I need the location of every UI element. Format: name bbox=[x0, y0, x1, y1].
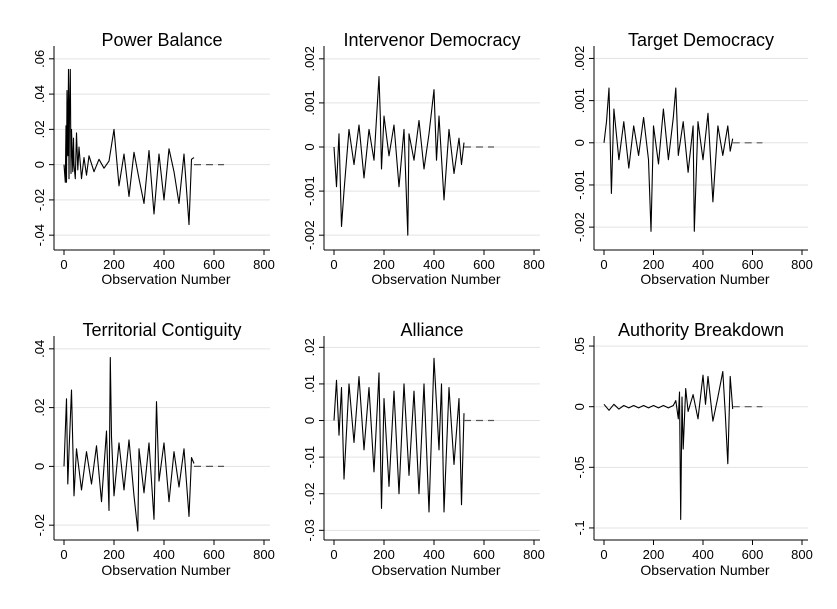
y-tick-label: 0 bbox=[302, 143, 317, 150]
x-axis-label: Observation Number bbox=[101, 271, 231, 287]
series-line bbox=[63, 68, 195, 226]
y-tick-label: .04 bbox=[32, 85, 47, 103]
y-tick-label: -.1 bbox=[572, 520, 587, 535]
x-tick-label: 600 bbox=[742, 547, 764, 562]
y-tick-label: -.02 bbox=[32, 189, 47, 211]
chart-title: Territorial Contiguity bbox=[82, 320, 241, 340]
y-tick-label: .02 bbox=[32, 120, 47, 138]
x-tick-label: 200 bbox=[373, 257, 395, 272]
y-tick-label: -.02 bbox=[302, 483, 317, 505]
x-axis-label: Observation Number bbox=[371, 562, 501, 578]
series-line bbox=[333, 357, 465, 513]
x-tick-label: 600 bbox=[473, 257, 495, 272]
y-tick-label: 0 bbox=[32, 161, 47, 168]
x-axis-label: Observation Number bbox=[371, 271, 501, 287]
series-line bbox=[333, 75, 465, 236]
x-tick-label: 800 bbox=[791, 257, 813, 272]
chart-title: Authority Breakdown bbox=[618, 320, 784, 340]
y-tick-label: .001 bbox=[572, 88, 587, 113]
y-tick-label: -.002 bbox=[572, 212, 587, 242]
y-tick-label: .02 bbox=[302, 338, 317, 356]
y-tick-label: 0 bbox=[572, 403, 587, 410]
chart-panel: Authority Breakdown -.1 -.05 0 .05 0 200 400 600… bbox=[572, 320, 813, 578]
x-tick-label: 200 bbox=[643, 547, 665, 562]
x-tick-label: 200 bbox=[103, 257, 125, 272]
x-tick-label: 400 bbox=[153, 257, 175, 272]
x-axis-label: Observation Number bbox=[640, 562, 770, 578]
x-tick-label: 600 bbox=[742, 257, 764, 272]
y-tick-label: 0 bbox=[32, 463, 47, 470]
y-tick-label: .002 bbox=[302, 46, 317, 71]
y-tick-label: .001 bbox=[302, 90, 317, 115]
x-tick-label: 600 bbox=[473, 547, 495, 562]
y-tick-label: -.001 bbox=[302, 176, 317, 206]
x-tick-label: 0 bbox=[600, 547, 607, 562]
chart-title: Target Democracy bbox=[628, 30, 774, 50]
x-tick-label: 800 bbox=[253, 547, 275, 562]
y-tick-label: -.02 bbox=[32, 514, 47, 536]
y-tick-label: 0 bbox=[302, 417, 317, 424]
x-tick-label: 400 bbox=[153, 547, 175, 562]
chart-panel: Alliance -.03 -.02 -.01 0 .01 .02 0 200 400 600 800… bbox=[302, 320, 545, 578]
x-tick-label: 200 bbox=[103, 547, 125, 562]
x-tick-label: 800 bbox=[791, 547, 813, 562]
x-tick-label: 400 bbox=[692, 547, 714, 562]
x-tick-label: 800 bbox=[253, 257, 275, 272]
y-tick-label: -.04 bbox=[32, 224, 47, 246]
y-tick-label: .05 bbox=[572, 337, 587, 355]
y-tick-label: -.002 bbox=[302, 220, 317, 250]
x-tick-label: 200 bbox=[643, 257, 665, 272]
series-line bbox=[63, 357, 195, 532]
y-tick-label: .02 bbox=[32, 399, 47, 417]
x-tick-label: 0 bbox=[330, 257, 337, 272]
chart-panel: Power Balance -.04 -.02 0 .02 .04 .06 0 200 400 60… bbox=[32, 30, 275, 287]
chart-panel: Target Democracy -.002 -.001 0 .001 .002 0 200 4… bbox=[572, 30, 813, 287]
series-line bbox=[603, 87, 734, 232]
x-tick-label: 0 bbox=[600, 257, 607, 272]
x-tick-label: 400 bbox=[423, 547, 445, 562]
chart-title: Intervenor Democracy bbox=[343, 30, 520, 50]
y-tick-label: -.05 bbox=[572, 456, 587, 478]
y-tick-label: -.01 bbox=[302, 446, 317, 468]
y-tick-label: .06 bbox=[32, 50, 47, 68]
x-tick-label: 400 bbox=[423, 257, 445, 272]
chart-panel: Territorial Contiguity -.02 0 .02 .04 0 200 400… bbox=[32, 320, 275, 578]
y-tick-label: .01 bbox=[302, 375, 317, 393]
x-tick-label: 600 bbox=[203, 257, 225, 272]
x-tick-label: 0 bbox=[330, 547, 337, 562]
chart-panel: Intervenor Democracy -.002 -.001 0 .001 .002 0… bbox=[302, 30, 545, 287]
x-tick-label: 800 bbox=[523, 547, 545, 562]
series-line bbox=[603, 370, 734, 521]
x-tick-label: 600 bbox=[203, 547, 225, 562]
x-tick-label: 0 bbox=[60, 257, 67, 272]
x-tick-label: 200 bbox=[373, 547, 395, 562]
y-tick-label: 0 bbox=[572, 139, 587, 146]
chart-title: Alliance bbox=[400, 320, 463, 340]
x-tick-label: 0 bbox=[60, 547, 67, 562]
x-tick-label: 800 bbox=[523, 257, 545, 272]
x-tick-label: 400 bbox=[692, 257, 714, 272]
x-axis-label: Observation Number bbox=[640, 271, 770, 287]
y-tick-label: .002 bbox=[572, 46, 587, 71]
y-tick-label: .04 bbox=[32, 340, 47, 358]
y-tick-label: -.001 bbox=[572, 170, 587, 200]
chart-title: Power Balance bbox=[101, 30, 222, 50]
y-tick-label: -.03 bbox=[302, 519, 317, 541]
x-axis-label: Observation Number bbox=[101, 562, 231, 578]
